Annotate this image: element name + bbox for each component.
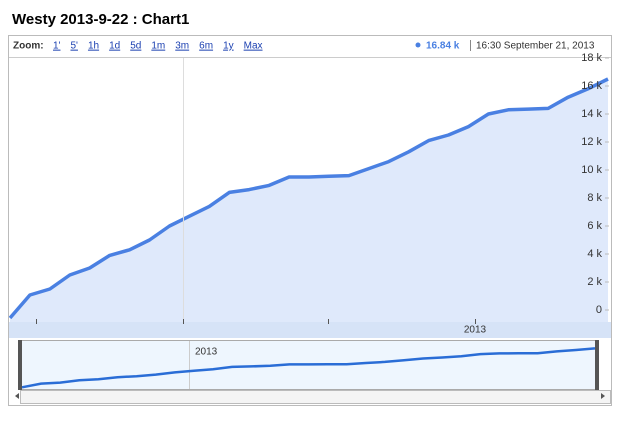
zoom-option[interactable]: 1' <box>53 41 61 52</box>
current-value: 16.84 k <box>426 41 460 52</box>
current-time: 16:30 September 21, 2013 <box>476 41 595 52</box>
area <box>10 79 608 322</box>
chart-title: Westy 2013-9-22 : Chart1 <box>12 11 189 28</box>
zoom-options: 1' 5' 1h 1d 5d 1m 3m 6m 1y Max <box>53 41 263 52</box>
zoom-option[interactable]: 3m <box>175 41 189 52</box>
zoom-option[interactable]: 1d <box>109 41 120 52</box>
zoom-option[interactable]: Max <box>244 41 263 52</box>
zoom-option[interactable]: 5' <box>70 41 78 52</box>
range-handle[interactable] <box>18 340 22 390</box>
y-tick-label: 16 k <box>581 80 602 92</box>
zoom-option[interactable]: 1m <box>151 41 165 52</box>
zoom-option[interactable]: 1h <box>88 41 99 52</box>
x-tick-label: 2013 <box>464 325 487 336</box>
plot-area <box>9 77 609 322</box>
scroll-left[interactable] <box>15 393 19 399</box>
overview-line <box>21 347 596 389</box>
y-tick-label: 8 k <box>587 192 602 204</box>
x-axis-band <box>9 322 611 338</box>
y-tick-label: 0 <box>596 304 602 316</box>
zoom-label: Zoom: <box>13 41 44 52</box>
zoom-option[interactable]: 1y <box>223 41 234 52</box>
legend-dot <box>415 42 421 48</box>
scroll-right[interactable] <box>601 393 605 399</box>
y-tick-label: 4 k <box>587 248 602 260</box>
range-handle[interactable] <box>595 340 599 390</box>
scrollbar[interactable] <box>20 390 611 404</box>
zoom-option[interactable]: 5d <box>130 41 141 52</box>
zoom-option[interactable]: 6m <box>199 41 213 52</box>
y-tick-label: 14 k <box>581 108 602 120</box>
overview-label: 2013 <box>195 347 218 358</box>
y-tick-label: 12 k <box>581 136 602 148</box>
y-tick-label: 18 k <box>581 52 602 64</box>
series-line <box>9 77 609 320</box>
y-tick-label: 2 k <box>587 276 602 288</box>
overview-series <box>21 347 596 389</box>
y-tick-label: 6 k <box>587 220 602 232</box>
y-tick-label: 10 k <box>581 164 602 176</box>
